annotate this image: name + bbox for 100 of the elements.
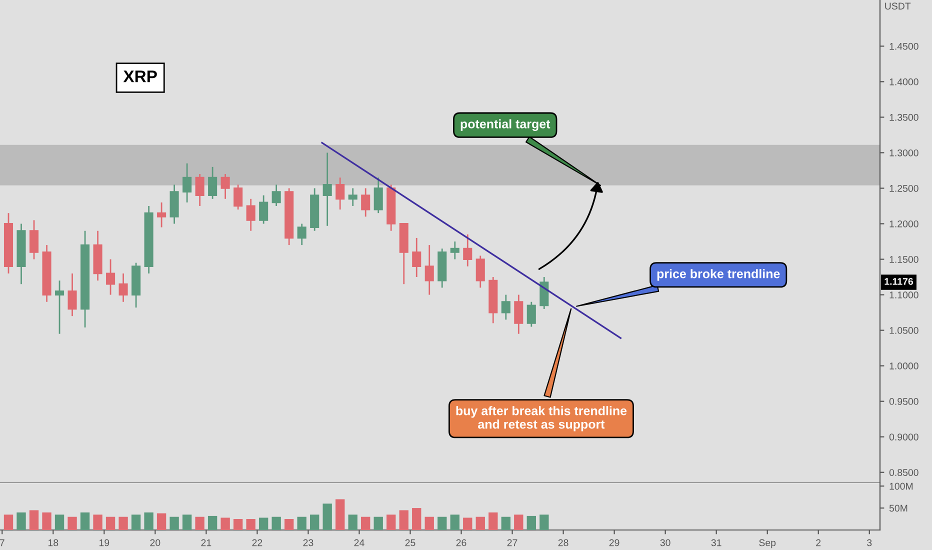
candlestick: [182, 162, 192, 204]
candlestick: [272, 184, 281, 207]
candlestick: [412, 237, 422, 278]
bar: [156, 513, 166, 530]
candlestick: [501, 294, 510, 320]
x-tick-label: 24: [354, 539, 364, 546]
x-tick-label: 25: [405, 539, 416, 546]
bar: [361, 516, 370, 530]
bar: [514, 514, 524, 530]
bar: [144, 512, 154, 530]
bar: [310, 514, 320, 530]
candlestick: [29, 219, 39, 260]
x-tick-label: 29: [609, 539, 620, 546]
bar: [16, 512, 26, 530]
bar: [336, 499, 345, 530]
text: 1.1176: [884, 278, 914, 285]
x-tick-label: Sep: [759, 539, 776, 548]
bar: [208, 516, 218, 530]
x-tick-label: 19: [99, 539, 110, 546]
bar: [438, 516, 447, 530]
candlestick: [297, 223, 306, 246]
bar: [374, 516, 383, 530]
y-axis-title: USDT: [885, 2, 911, 10]
x-tick-label: 2: [816, 539, 821, 546]
bar: [118, 516, 128, 530]
bar: [540, 514, 549, 530]
candlestick: [348, 188, 358, 207]
x-tick-label: 7: [0, 539, 4, 546]
y-tick-label: 1.4500: [890, 42, 918, 50]
candlestick: [322, 152, 332, 227]
x-tick-label: 31: [711, 539, 722, 546]
candlestick: [336, 176, 345, 210]
text: XRP: [123, 70, 157, 82]
bar: [68, 516, 77, 530]
bar: [29, 510, 39, 530]
bar: [348, 514, 358, 530]
annotation: price broke trendline: [657, 269, 780, 281]
candlestick: [234, 184, 243, 210]
candlestick: [450, 240, 460, 260]
x-tick-label: 30: [660, 539, 670, 546]
bar: [284, 519, 294, 530]
candlestick: [259, 194, 268, 224]
x-tick-label: 27: [507, 539, 518, 546]
bar: [412, 508, 422, 530]
y-tick-label: 0.8500: [889, 469, 918, 476]
bar: [386, 514, 396, 530]
bar: [195, 516, 204, 530]
candlestick: [463, 234, 472, 268]
candlestick: [540, 276, 549, 310]
bar: [80, 512, 90, 530]
bar: [131, 514, 141, 530]
bar: [297, 516, 306, 530]
y-tick-label: 1.3000: [890, 149, 918, 156]
y-tick-label: 1.2500: [890, 184, 918, 192]
bar: [450, 514, 460, 530]
bar: [4, 514, 14, 530]
candlestick: [476, 255, 485, 288]
candlestick: [361, 188, 370, 218]
x-tick-label: 21: [201, 539, 212, 546]
bar: [182, 514, 192, 530]
y-tick-label: 1.0000: [890, 362, 918, 370]
bar: [54, 514, 64, 530]
bar: [463, 518, 472, 530]
bar: [42, 512, 52, 530]
y-tick-label: 1.3500: [890, 114, 918, 121]
x-tick-label: 26: [456, 539, 466, 546]
candlestick: [157, 202, 166, 228]
candlestick: [208, 166, 218, 200]
bar: [220, 518, 230, 530]
bar: [399, 510, 408, 530]
bar: [322, 504, 332, 530]
bar: [106, 516, 116, 530]
y-tick-label: 1.0500: [890, 327, 918, 334]
x-tick-label: 18: [48, 539, 58, 546]
candlestick: [514, 294, 524, 335]
candlestick: [526, 301, 536, 328]
annotation: potential target: [460, 119, 550, 131]
candlestick: [424, 244, 434, 296]
x-tick-label: 3: [867, 539, 872, 546]
candlestick: [106, 258, 116, 296]
candlestick: [54, 280, 64, 335]
bar: [488, 512, 498, 530]
bar: [246, 519, 256, 530]
bar: [501, 516, 510, 530]
candlestick: [220, 173, 230, 200]
y-tick-label: 1.4000: [890, 78, 918, 86]
bar: [93, 514, 102, 530]
x-tick-label: 20: [150, 539, 160, 546]
candlestick: [195, 173, 204, 207]
y-tick-label: 0.9500: [889, 398, 918, 405]
candlestick: [374, 176, 383, 214]
bar: [272, 516, 281, 530]
bar: [258, 518, 268, 530]
y-tick-label: 1.2000: [890, 220, 918, 228]
candlestick: [118, 272, 128, 303]
x-tick-label: 22: [252, 539, 262, 546]
bar: [526, 516, 536, 530]
y-tick-label: 0.9000: [889, 434, 918, 440]
x-tick-label: 28: [558, 539, 568, 546]
y-tick-label: 1.1000: [890, 292, 918, 298]
